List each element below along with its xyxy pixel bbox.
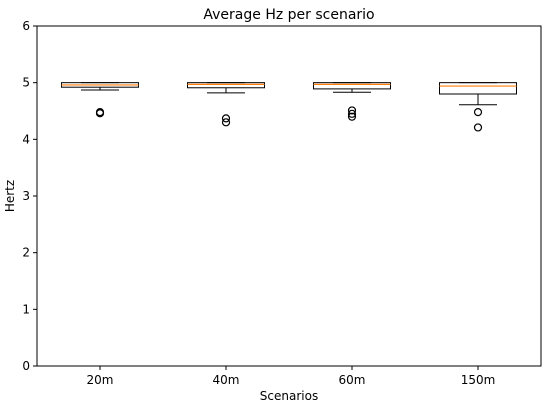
outlier-point — [347, 109, 357, 118]
y-tick-label: 6 — [22, 19, 30, 33]
chart-title: Average Hz per scenario — [203, 7, 374, 23]
box-iqr — [313, 82, 391, 90]
box-series — [61, 82, 517, 132]
x-tick-label: 60m — [339, 373, 366, 387]
y-tick-label: 5 — [22, 76, 30, 90]
outlier-point — [473, 123, 483, 132]
y-axis-label: Hertz — [3, 180, 17, 212]
box-40m — [187, 82, 265, 127]
x-tick-label: 150m — [461, 373, 496, 387]
x-tick-label: 20m — [87, 373, 114, 387]
box-iqr — [187, 82, 265, 89]
box-60m — [313, 82, 391, 121]
box-iqr — [439, 82, 517, 95]
outlier-point — [347, 106, 357, 115]
y-tick-label: 0 — [22, 359, 30, 373]
box-150m — [439, 82, 517, 132]
y-tick-label: 3 — [22, 189, 30, 203]
box-20m — [61, 82, 139, 118]
x-axis: 20m 40m 60m 150m — [87, 366, 496, 387]
outlier-point — [347, 112, 357, 121]
x-axis-label: Scenarios — [260, 389, 318, 403]
outlier-point — [221, 114, 231, 123]
y-tick-label: 2 — [22, 246, 30, 260]
y-axis: 0 1 2 3 4 5 6 — [22, 19, 37, 373]
y-tick-label: 1 — [22, 302, 30, 316]
outlier-point — [95, 108, 105, 117]
x-tick-label: 40m — [213, 373, 240, 387]
plot-area-frame — [36, 25, 542, 367]
outlier-point — [473, 108, 483, 117]
y-tick-label: 4 — [22, 132, 30, 146]
outlier-point — [221, 118, 231, 127]
